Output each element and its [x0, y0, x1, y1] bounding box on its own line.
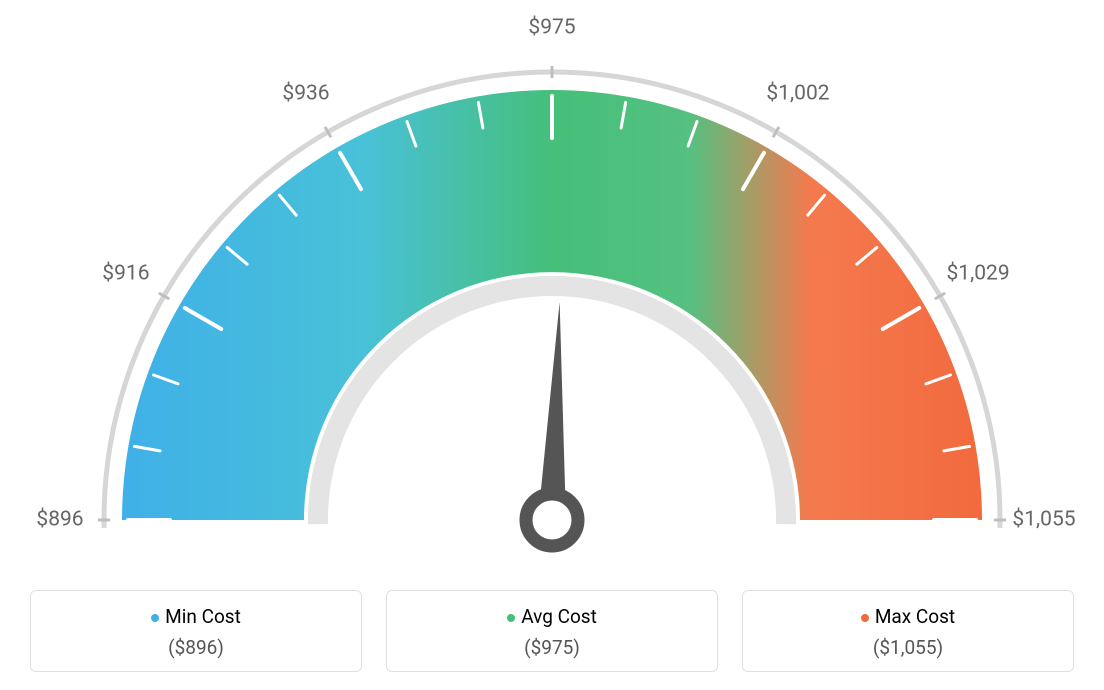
svg-text:$1,029: $1,029	[947, 262, 1010, 286]
gauge-container: $896 $916 $936 $975 $1,002 $1,029 $1,055 Min C…	[0, 0, 1104, 690]
gauge-area: $896 $916 $936 $975 $1,002 $1,029 $1,055	[0, 0, 1104, 575]
legend-dot-min	[151, 614, 159, 622]
svg-text:$1,002: $1,002	[766, 81, 829, 105]
legend-value-avg: ($975)	[397, 636, 707, 659]
legend-label-avg: Avg Cost	[521, 605, 597, 628]
legend-label-min: Min Cost	[165, 605, 241, 628]
legend-value-max: ($1,055)	[753, 636, 1063, 659]
svg-text:$916: $916	[102, 262, 149, 286]
legend-title-avg: Avg Cost	[397, 605, 707, 628]
legend-card-max: Max Cost ($1,055)	[742, 590, 1074, 672]
legend-dot-max	[861, 614, 869, 622]
legend-card-avg: Avg Cost ($975)	[386, 590, 718, 672]
svg-text:$1,055: $1,055	[1012, 508, 1075, 532]
legend-value-min: ($896)	[41, 636, 351, 659]
legend-dot-avg	[507, 614, 515, 622]
legend-title-max: Max Cost	[753, 605, 1063, 628]
svg-text:$896: $896	[36, 508, 83, 532]
legend-title-min: Min Cost	[41, 605, 351, 628]
svg-text:$936: $936	[282, 81, 329, 105]
legend-card-min: Min Cost ($896)	[30, 590, 362, 672]
legend-row: Min Cost ($896) Avg Cost ($975) Max Cost…	[30, 590, 1074, 672]
svg-text:$975: $975	[528, 16, 575, 40]
legend-label-max: Max Cost	[875, 605, 955, 628]
gauge-svg: $896 $916 $936 $975 $1,002 $1,029 $1,055	[0, 0, 1104, 575]
